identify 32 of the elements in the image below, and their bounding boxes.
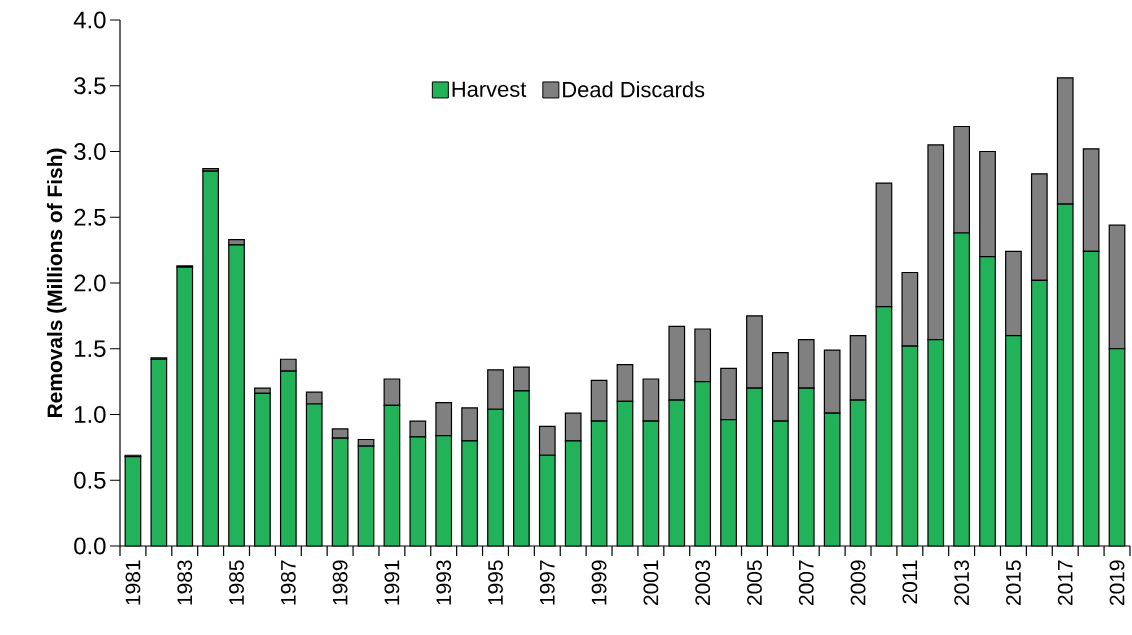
x-tick-label: 2013 [954, 560, 970, 606]
x-tick-label: 1993 [436, 560, 452, 605]
y-tick-label: 2.0 [74, 274, 106, 292]
y-axis-title: Removals (Millions of Fish) [46, 148, 67, 418]
y-tick-label: 1.5 [75, 340, 106, 358]
x-tick-label: 1987 [280, 560, 296, 605]
x-tick-label: 1991 [384, 560, 400, 605]
x-tick-label: 1995 [488, 560, 503, 605]
x-tick-label: 2003 [695, 560, 711, 606]
x-tick-label: 2007 [798, 560, 814, 606]
x-tick-label: 2017 [1057, 560, 1073, 606]
legend-label: Dead Discards [563, 81, 705, 98]
y-tick-label: 0.5 [74, 471, 106, 489]
x-tick-label: 2005 [747, 560, 762, 606]
x-tick-label: 2011 [902, 560, 918, 604]
x-tick-label: 1997 [539, 560, 555, 605]
x-tick-label: 2001 [643, 560, 659, 606]
y-tick-label: 0.0 [74, 537, 106, 555]
y-tick-label: 2.5 [74, 208, 106, 226]
x-tick-label: 2009 [850, 560, 866, 606]
x-tick-label: 1989 [332, 560, 348, 605]
y-tick-label: 3.5 [74, 77, 106, 95]
x-tick-label: 2019 [1109, 560, 1125, 606]
x-tick-label: 2015 [1006, 560, 1021, 606]
x-tick-label: 1981 [125, 560, 141, 605]
y-tick-label: 3.0 [74, 143, 106, 160]
x-tick-label: 1985 [229, 560, 244, 605]
y-tick-label: 1.0 [75, 406, 106, 423]
y-tick-label: 4.0 [73, 11, 106, 29]
x-tick-label: 1999 [591, 560, 607, 605]
legend-label: Harvest [452, 81, 527, 97]
x-tick-label: 1983 [177, 560, 193, 605]
